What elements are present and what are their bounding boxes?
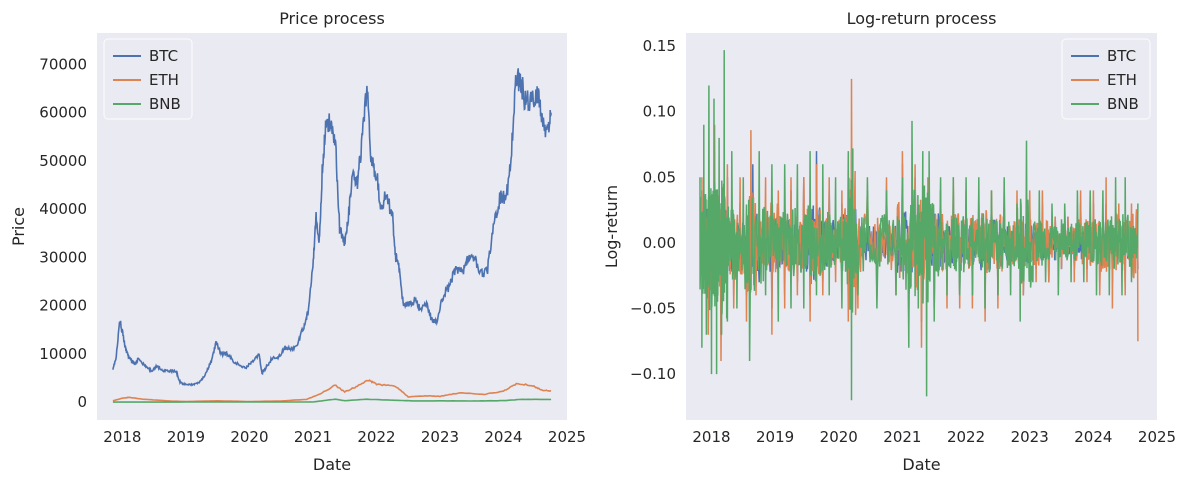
legend-label-bnb: BNB — [1107, 95, 1139, 113]
legend-label-eth: ETH — [1107, 71, 1137, 89]
series-line-bnb — [112, 398, 552, 403]
log-return-x-axis-label: Date — [902, 455, 940, 474]
y-tick-label: 0.00 — [643, 234, 676, 252]
series-line-bnb — [699, 50, 1139, 401]
x-tick-label: 2019 — [756, 428, 794, 446]
legend-box — [1061, 38, 1151, 120]
series-line-btc — [112, 68, 552, 387]
x-tick-label: 2023 — [421, 428, 459, 446]
price-x-axis-label: Date — [313, 455, 351, 474]
y-tick-label: −0.10 — [630, 365, 676, 383]
legend-label-btc: BTC — [149, 47, 178, 65]
x-tick-label: 2019 — [167, 428, 205, 446]
legend-label-btc: BTC — [1107, 47, 1136, 65]
x-tick-label: 2021 — [883, 428, 921, 446]
price-axis-ticks: 2018 2019 2020 2021 2022 2023 2024 2025 0 10000 20… — [39, 55, 586, 446]
log-return-y-axis-label: Log-return — [602, 185, 621, 268]
legend-label-eth: ETH — [149, 71, 179, 89]
y-tick-label: 30000 — [39, 248, 87, 266]
y-tick-label: 10000 — [39, 345, 87, 363]
x-tick-label: 2024 — [484, 428, 522, 446]
y-tick-label: 40000 — [39, 200, 87, 218]
y-tick-label: 0.10 — [643, 103, 676, 121]
price-y-axis-label: Price — [9, 207, 28, 246]
x-tick-label: 2025 — [1138, 428, 1176, 446]
y-tick-label: 0.15 — [643, 37, 676, 55]
series-line-eth — [112, 379, 552, 403]
y-tick-label: 0.05 — [643, 168, 676, 186]
y-tick-label: 0 — [77, 393, 87, 411]
y-tick-label: 70000 — [39, 55, 87, 73]
x-tick-label: 2025 — [548, 428, 586, 446]
x-tick-label: 2018 — [692, 428, 730, 446]
x-tick-label: 2020 — [230, 428, 268, 446]
y-tick-label: 50000 — [39, 152, 87, 170]
price-legend: BTC ETH BNB — [103, 38, 193, 120]
log-return-legend: BTC ETH BNB — [1061, 38, 1151, 120]
legend-box — [103, 38, 193, 120]
price-chart-title: Price process — [279, 9, 385, 28]
log-return-chart-title: Log-return process — [847, 9, 997, 28]
y-tick-label: −0.05 — [630, 299, 676, 317]
log-return-axis-ticks: 2018 2019 2020 2021 2022 2023 2024 2025 −0.10 −0.… — [630, 37, 1176, 446]
y-tick-label: 20000 — [39, 297, 87, 315]
x-tick-label: 2021 — [294, 428, 332, 446]
x-tick-label: 2024 — [1074, 428, 1112, 446]
legend-label-bnb: BNB — [149, 95, 181, 113]
x-tick-label: 2022 — [947, 428, 985, 446]
price-panel: 2018 2019 2020 2021 2022 2023 2024 2025 0 10000 20… — [9, 9, 586, 474]
x-tick-label: 2023 — [1011, 428, 1049, 446]
y-tick-label: 60000 — [39, 104, 87, 122]
x-tick-label: 2018 — [103, 428, 141, 446]
x-tick-label: 2020 — [820, 428, 858, 446]
log-return-series-lines — [699, 50, 1139, 401]
x-tick-label: 2022 — [357, 428, 395, 446]
price-series-lines — [112, 68, 552, 403]
log-return-panel: 2018 2019 2020 2021 2022 2023 2024 2025 −0.10 −0.… — [602, 9, 1176, 474]
